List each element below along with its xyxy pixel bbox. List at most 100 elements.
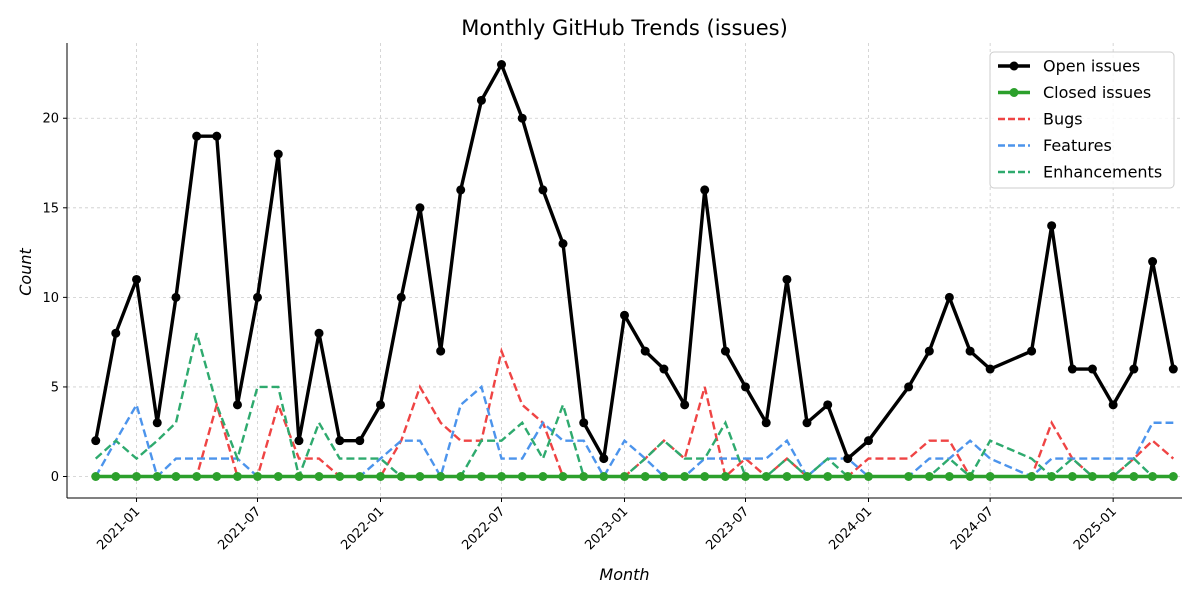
y-tick-label: 5 [51,380,59,395]
legend-marker [1009,88,1019,97]
data-point [376,472,386,482]
data-point [924,472,934,482]
data-point [599,472,609,482]
data-point [294,436,304,446]
data-point [640,472,650,482]
legend-label: Open issues [1043,57,1140,76]
x-tick-label: 2023-07 [703,504,752,553]
series-closed-issues [91,472,1178,482]
data-point [924,346,934,356]
data-point [456,185,466,195]
legend-item: Features [998,136,1112,155]
data-point [152,472,162,482]
data-point [1168,364,1178,374]
data-point [273,472,283,482]
data-point [558,472,568,482]
data-point [91,472,101,482]
data-point [355,436,365,446]
data-point [659,472,669,482]
data-point [476,95,486,105]
data-point [904,472,914,482]
data-point [415,203,425,213]
data-point [1027,346,1037,356]
data-point [232,472,242,482]
data-point [680,400,690,410]
legend: Open issues Closed issues Bugs Features Enha… [989,51,1175,189]
data-point [1148,472,1158,482]
data-point [294,472,304,482]
data-point [620,310,629,320]
data-point [314,328,324,338]
data-point [1047,221,1057,231]
series-open-issues [91,59,1178,464]
data-point [720,346,730,356]
y-tick-label: 15 [42,201,59,216]
legend-label: Bugs [1043,110,1083,129]
data-point [253,472,263,482]
data-point [314,472,324,482]
x-tick-label: 2024-01 [826,504,875,553]
data-point [517,113,527,123]
data-point [944,472,954,482]
data-point [740,472,750,482]
x-axis-title: Month [599,565,649,584]
legend-label: Features [1043,136,1112,155]
data-point [1108,472,1118,482]
data-point [904,382,914,392]
data-point [476,472,486,482]
data-point [171,472,181,482]
data-point [640,346,650,356]
data-point [965,346,975,356]
data-point [1129,364,1139,374]
data-point [132,274,142,284]
data-point [700,185,710,195]
data-point [599,454,609,464]
data-point [415,472,425,482]
data-point [132,472,142,482]
data-point [823,400,833,410]
data-point [436,472,446,482]
data-point [620,472,629,482]
y-tick-label: 0 [51,470,59,485]
data-point [335,472,345,482]
data-point [944,292,954,302]
y-tick-label: 10 [42,291,59,306]
series-line [94,62,1175,461]
data-point [335,436,345,446]
data-point [863,436,873,446]
series-layer [91,59,1178,482]
data-point [965,472,975,482]
data-point [863,472,873,482]
data-point [1027,472,1037,482]
x-tick-label: 2022-07 [459,504,508,553]
data-point [802,418,812,428]
data-point [376,400,386,410]
data-point [782,274,792,284]
data-point [538,472,548,482]
data-point [152,418,162,428]
legend-item: Enhancements [998,163,1162,182]
x-tick-label: 2022-01 [338,504,387,553]
data-point [111,328,121,338]
legend-item: Closed issues [998,83,1151,102]
data-point [273,149,283,159]
chart-title: Monthly GitHub Trends (issues) [461,16,788,40]
data-point [497,59,507,69]
data-point [538,185,548,195]
y-tick-label: 20 [42,112,59,127]
data-point [985,364,995,374]
data-point [659,364,669,374]
legend-label: Enhancements [1043,163,1162,182]
x-tick-label: 2025-01 [1071,504,1120,553]
data-point [843,472,853,482]
data-point [1067,364,1077,374]
data-point [802,472,812,482]
legend-item: Bugs [998,110,1083,129]
data-point [761,418,771,428]
legend-item: Open issues [998,57,1140,76]
data-point [558,239,568,249]
data-point [436,346,446,356]
data-point [579,472,589,482]
data-point [740,382,750,392]
